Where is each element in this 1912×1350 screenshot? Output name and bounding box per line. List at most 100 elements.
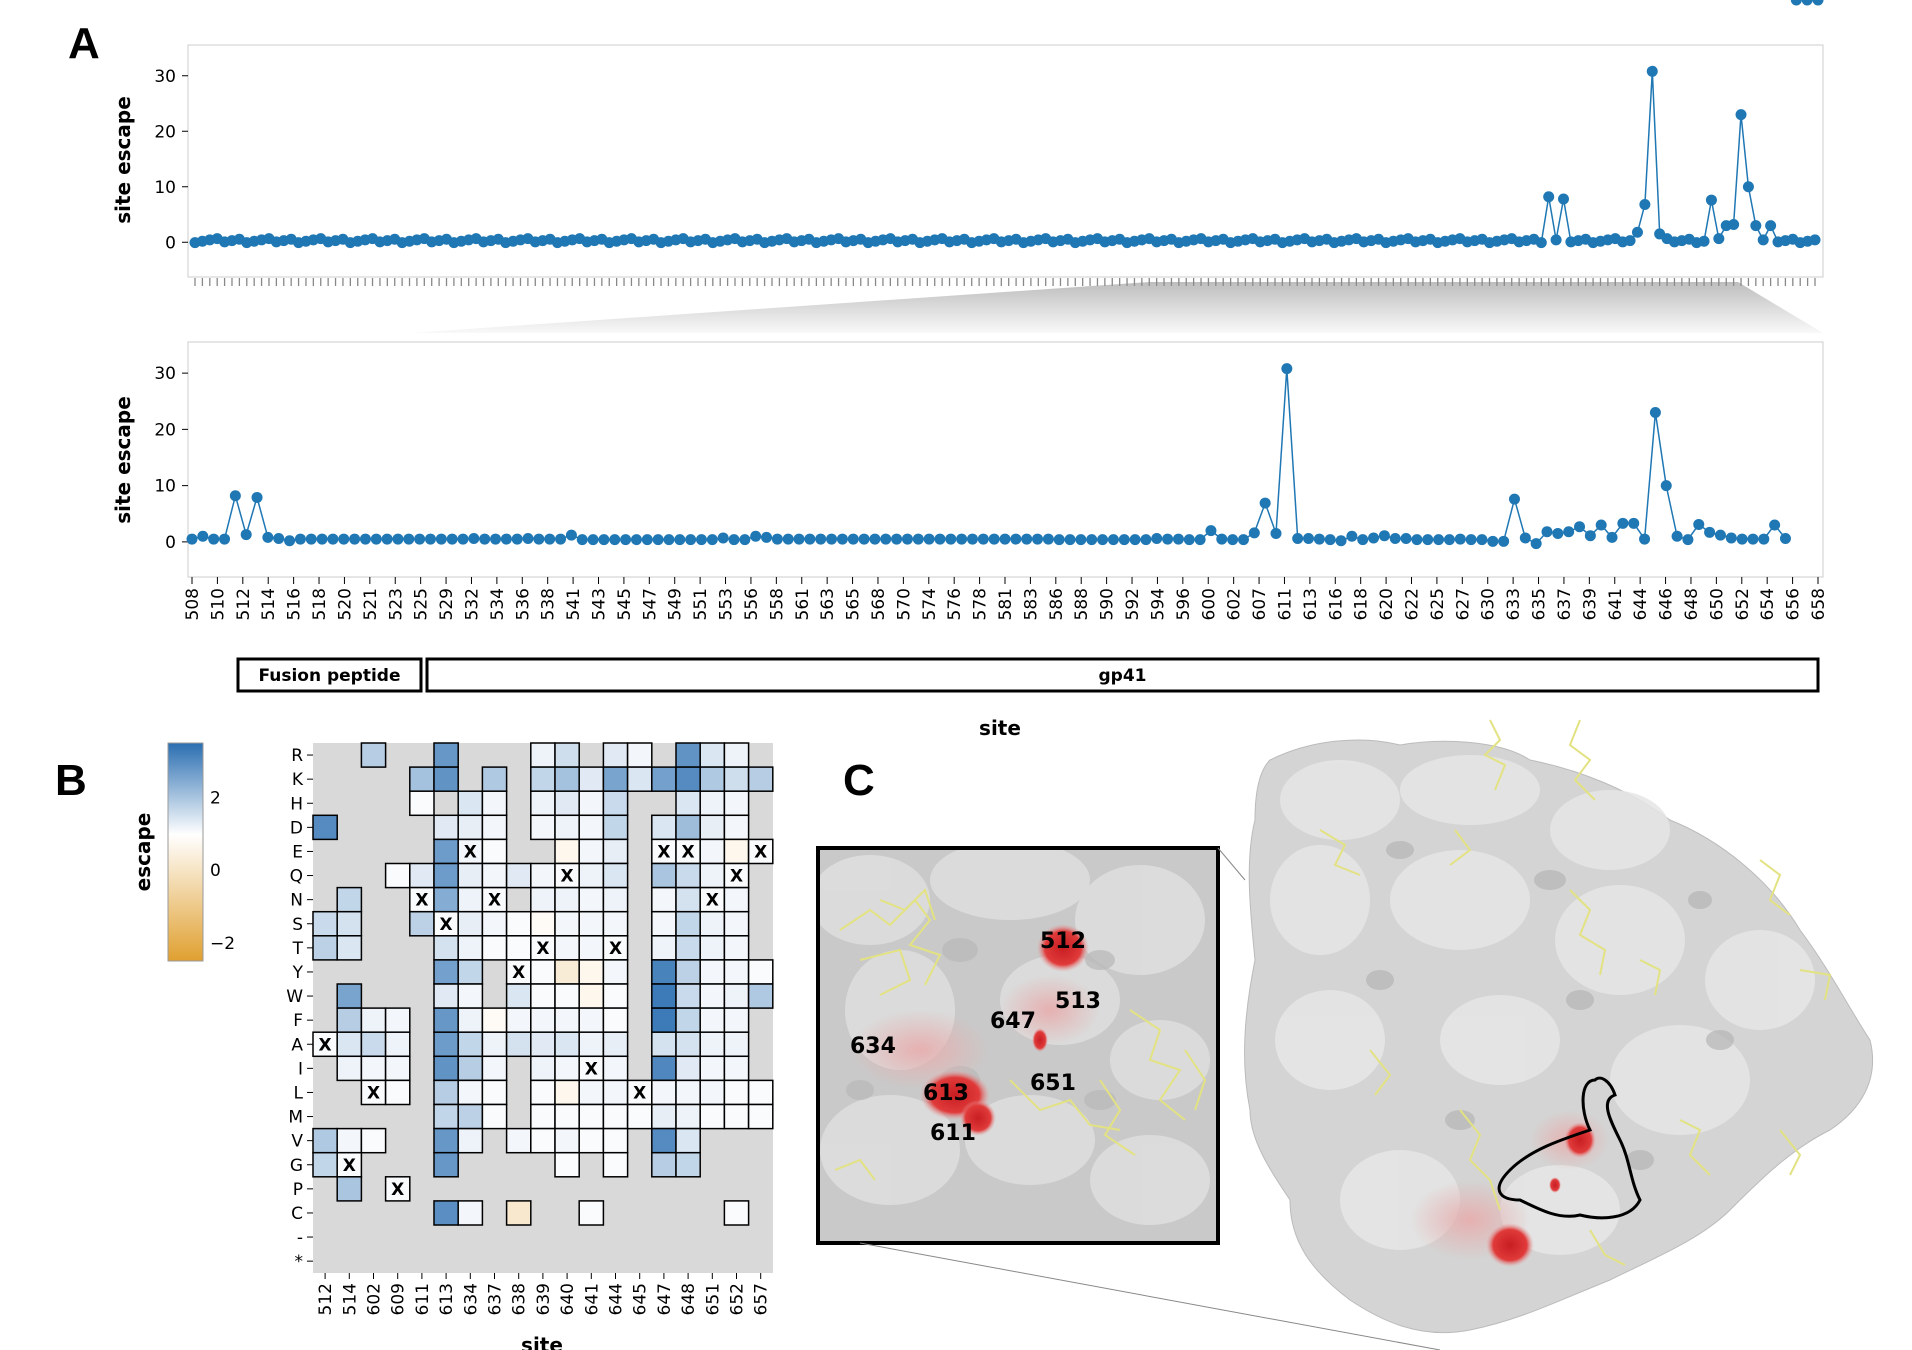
- zoom-xtick-label: 639: [1580, 588, 1600, 620]
- zoom-xtick-label: 590: [1098, 588, 1118, 620]
- heatmap-cell: [723, 838, 750, 865]
- heatmap-cell: [602, 742, 629, 768]
- heatmap-cell: [602, 766, 629, 792]
- zoom-point: [251, 491, 263, 503]
- zoom-xtick-label: 534: [488, 588, 508, 620]
- overview-point: [1557, 193, 1569, 205]
- heatmap-cell: [433, 935, 459, 961]
- heatmap-cell: [312, 1151, 338, 1178]
- zoom-x-title: site: [979, 716, 1021, 740]
- zoom-xtick-label: 570: [894, 588, 914, 620]
- zoom-xtick-label: 583: [1021, 588, 1041, 620]
- heatmap-row-label: M: [288, 1108, 303, 1128]
- zoom-point: [587, 534, 599, 546]
- zoom-point: [490, 533, 502, 545]
- heatmap-cell: [457, 1200, 484, 1226]
- zoom-xtick-label: 602: [1225, 588, 1245, 620]
- zoom-xtick-label: 543: [590, 588, 610, 620]
- zoom-point: [381, 533, 393, 545]
- heatmap-cell: [723, 742, 750, 768]
- zoom-point: [620, 534, 632, 546]
- heatmap-cell: [360, 742, 387, 768]
- zoom-point: [663, 534, 675, 546]
- heatmap-cell: [433, 862, 459, 889]
- heatmap-cell: [312, 814, 338, 841]
- colorbar-title: escape: [131, 813, 155, 892]
- zoom-xtick-label: 637: [1555, 588, 1575, 620]
- heatmap-cell: [530, 983, 556, 1009]
- zoom-xtick-label: 549: [666, 588, 686, 620]
- heatmap-cell: [530, 1007, 556, 1033]
- heatmap-cell: [433, 814, 459, 841]
- heatmap-cell: [651, 886, 677, 913]
- heatmap-cell: [530, 1055, 556, 1082]
- heatmap-cell: [578, 959, 605, 985]
- trimer-structure: [1244, 719, 1874, 1334]
- heatmap-cell: [602, 910, 629, 937]
- heatmap-cell: [578, 1031, 605, 1058]
- zoom-point: [316, 533, 328, 545]
- heatmap-cell: [554, 1151, 580, 1178]
- heatmap-cell: [651, 1007, 677, 1033]
- zoom-xtick-label: 525: [412, 588, 432, 620]
- heatmap-cell: [578, 1103, 605, 1130]
- heatmap-cell: [481, 1055, 508, 1082]
- zoom-point: [869, 533, 881, 545]
- heatmap-cell: [699, 1103, 726, 1130]
- heatmap-cell: [675, 1127, 701, 1154]
- zoom-point: [1704, 526, 1716, 538]
- heatmap-wildtype-mark: X: [319, 1035, 332, 1055]
- heatmap-row-label: T: [292, 939, 304, 959]
- zoom-xtick-label: 553: [717, 588, 737, 620]
- heatmap-cell: [578, 766, 605, 792]
- zoom-point: [1151, 533, 1163, 544]
- zoom-point: [1378, 530, 1390, 542]
- heatmap-cell: [530, 1103, 556, 1130]
- heatmap-col-label: 514: [340, 1283, 360, 1315]
- zoom-point: [717, 532, 729, 544]
- zoom-point: [1769, 519, 1781, 531]
- heatmap-row-label: L: [294, 1083, 304, 1103]
- heatmap-cell: [651, 935, 677, 961]
- heatmap-cell: [554, 1103, 580, 1130]
- heatmap-wildtype-mark: X: [391, 1180, 404, 1200]
- overview-point: [1765, 220, 1777, 232]
- zoom-xtick-label: 551: [691, 588, 711, 620]
- heatmap-cell: [457, 886, 484, 913]
- heatmap-cell: [505, 910, 532, 937]
- zoom-xtick-label: 641: [1606, 588, 1626, 620]
- overview-point: [1535, 237, 1547, 249]
- zoom-xtick-label: 633: [1504, 588, 1524, 620]
- heatmap-cell: [578, 886, 605, 913]
- heatmap-cell: [505, 1127, 532, 1154]
- heatmap-cell: [578, 790, 605, 817]
- heatmap-cell: [457, 910, 484, 937]
- zoom-point: [565, 529, 577, 541]
- heatmap-cell: [602, 1007, 629, 1033]
- heatmap-cell: [505, 862, 532, 889]
- zoom-point: [1639, 533, 1651, 545]
- heatmap-wildtype-mark: X: [561, 867, 574, 887]
- zoom-point: [1671, 530, 1683, 542]
- zoom-xtick-label: 622: [1403, 588, 1423, 620]
- zoom-point: [522, 533, 534, 544]
- heatmap-cell: [675, 766, 701, 792]
- zoom-point: [1552, 527, 1564, 539]
- structure-inset: 512 513 647 634 613 651 611: [816, 846, 1220, 1245]
- colorbar-tick-label: −2: [210, 934, 235, 954]
- zoom-point: [1790, 0, 1802, 6]
- zoom-point: [392, 533, 404, 545]
- heatmap-cell: [651, 1031, 677, 1058]
- zoom-point: [479, 533, 491, 545]
- heatmap-cell: [602, 790, 629, 817]
- zoom-point: [1498, 535, 1510, 547]
- heatmap-cell: [602, 1055, 629, 1082]
- zoom-point: [1660, 480, 1672, 492]
- heatmap-cell: [699, 935, 726, 961]
- heatmap-cell: [675, 1031, 701, 1058]
- heatmap-cell: [675, 1151, 701, 1178]
- heatmap-cell: [578, 935, 605, 961]
- heatmap-cell: [433, 983, 459, 1009]
- zoom-xtick-label: 630: [1479, 588, 1499, 620]
- zoom-point: [1097, 534, 1109, 546]
